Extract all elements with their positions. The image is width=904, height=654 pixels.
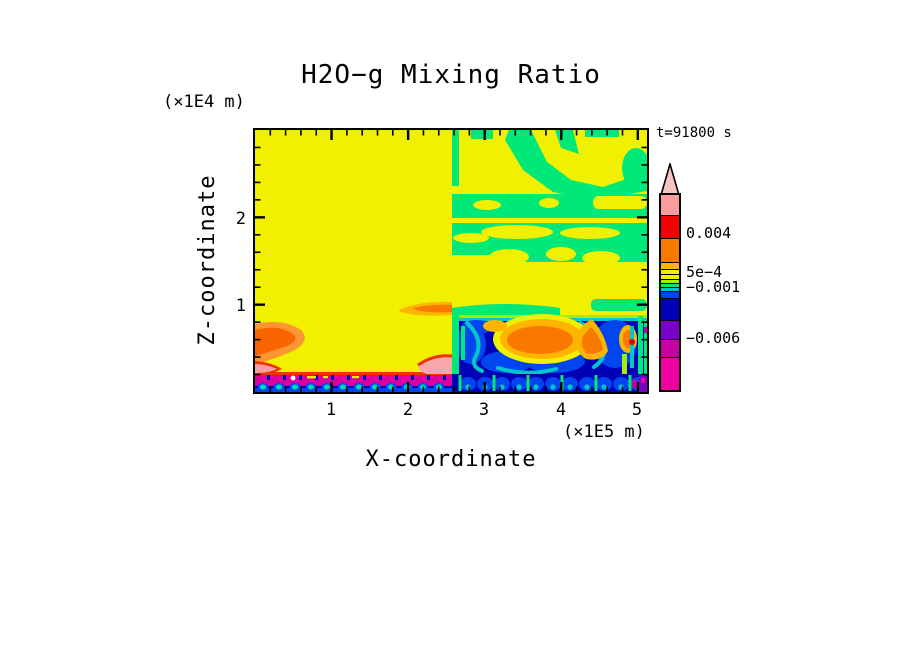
colorbar-band — [661, 357, 679, 390]
time-annotation: t=91800 s — [656, 125, 732, 141]
colorbar-band — [661, 269, 679, 274]
axis-ticks — [255, 130, 647, 392]
colorbar-band — [661, 298, 679, 320]
colorbar-band — [661, 274, 679, 279]
x-tick-label-3: 3 — [478, 400, 490, 420]
colorbar-label-neg0006: −0.006 — [686, 329, 741, 347]
x-tick-label-1: 1 — [325, 400, 337, 420]
x-tick-label-4: 4 — [555, 400, 567, 420]
colorbar-label-0004: 0.004 — [686, 224, 732, 242]
colorbar-band — [661, 283, 679, 287]
left-wall-plumes — [255, 301, 453, 376]
colorbar-band — [661, 320, 679, 339]
colorbar-band — [661, 291, 679, 298]
turbulent-region — [452, 312, 647, 375]
y-tick-label-1: 1 — [235, 296, 246, 316]
colorbar-arrow-icon — [660, 163, 680, 196]
x-axis-title: X-coordinate — [365, 447, 537, 472]
colorbar-band — [661, 279, 679, 283]
plot-area — [253, 128, 650, 394]
y-axis-title: Z-coordinate — [195, 174, 220, 346]
colorbar — [659, 193, 681, 392]
colorbar-band — [661, 238, 679, 262]
contour-field — [255, 130, 650, 392]
y-axis-unit-label: (×1E4 m) — [163, 92, 245, 112]
colorbar-band — [661, 287, 679, 291]
chart-title: H2O−g Mixing Ratio — [301, 60, 601, 90]
colorbar-band — [661, 339, 679, 357]
x-tick-label-5: 5 — [631, 400, 643, 420]
colorbar-band — [661, 215, 679, 238]
colorbar-band — [661, 195, 679, 215]
surface-strip — [255, 372, 647, 392]
x-axis-unit-label: (×1E5 m) — [563, 422, 645, 442]
colorbar-band — [661, 262, 679, 269]
yellow-lenses — [452, 196, 647, 265]
y-tick-label-2: 2 — [235, 209, 246, 229]
x-tick-label-2: 2 — [402, 400, 414, 420]
colorbar-label-neg0001: −0.001 — [686, 278, 741, 296]
colorbar-label-5e-4: 5e−4 — [686, 263, 723, 281]
